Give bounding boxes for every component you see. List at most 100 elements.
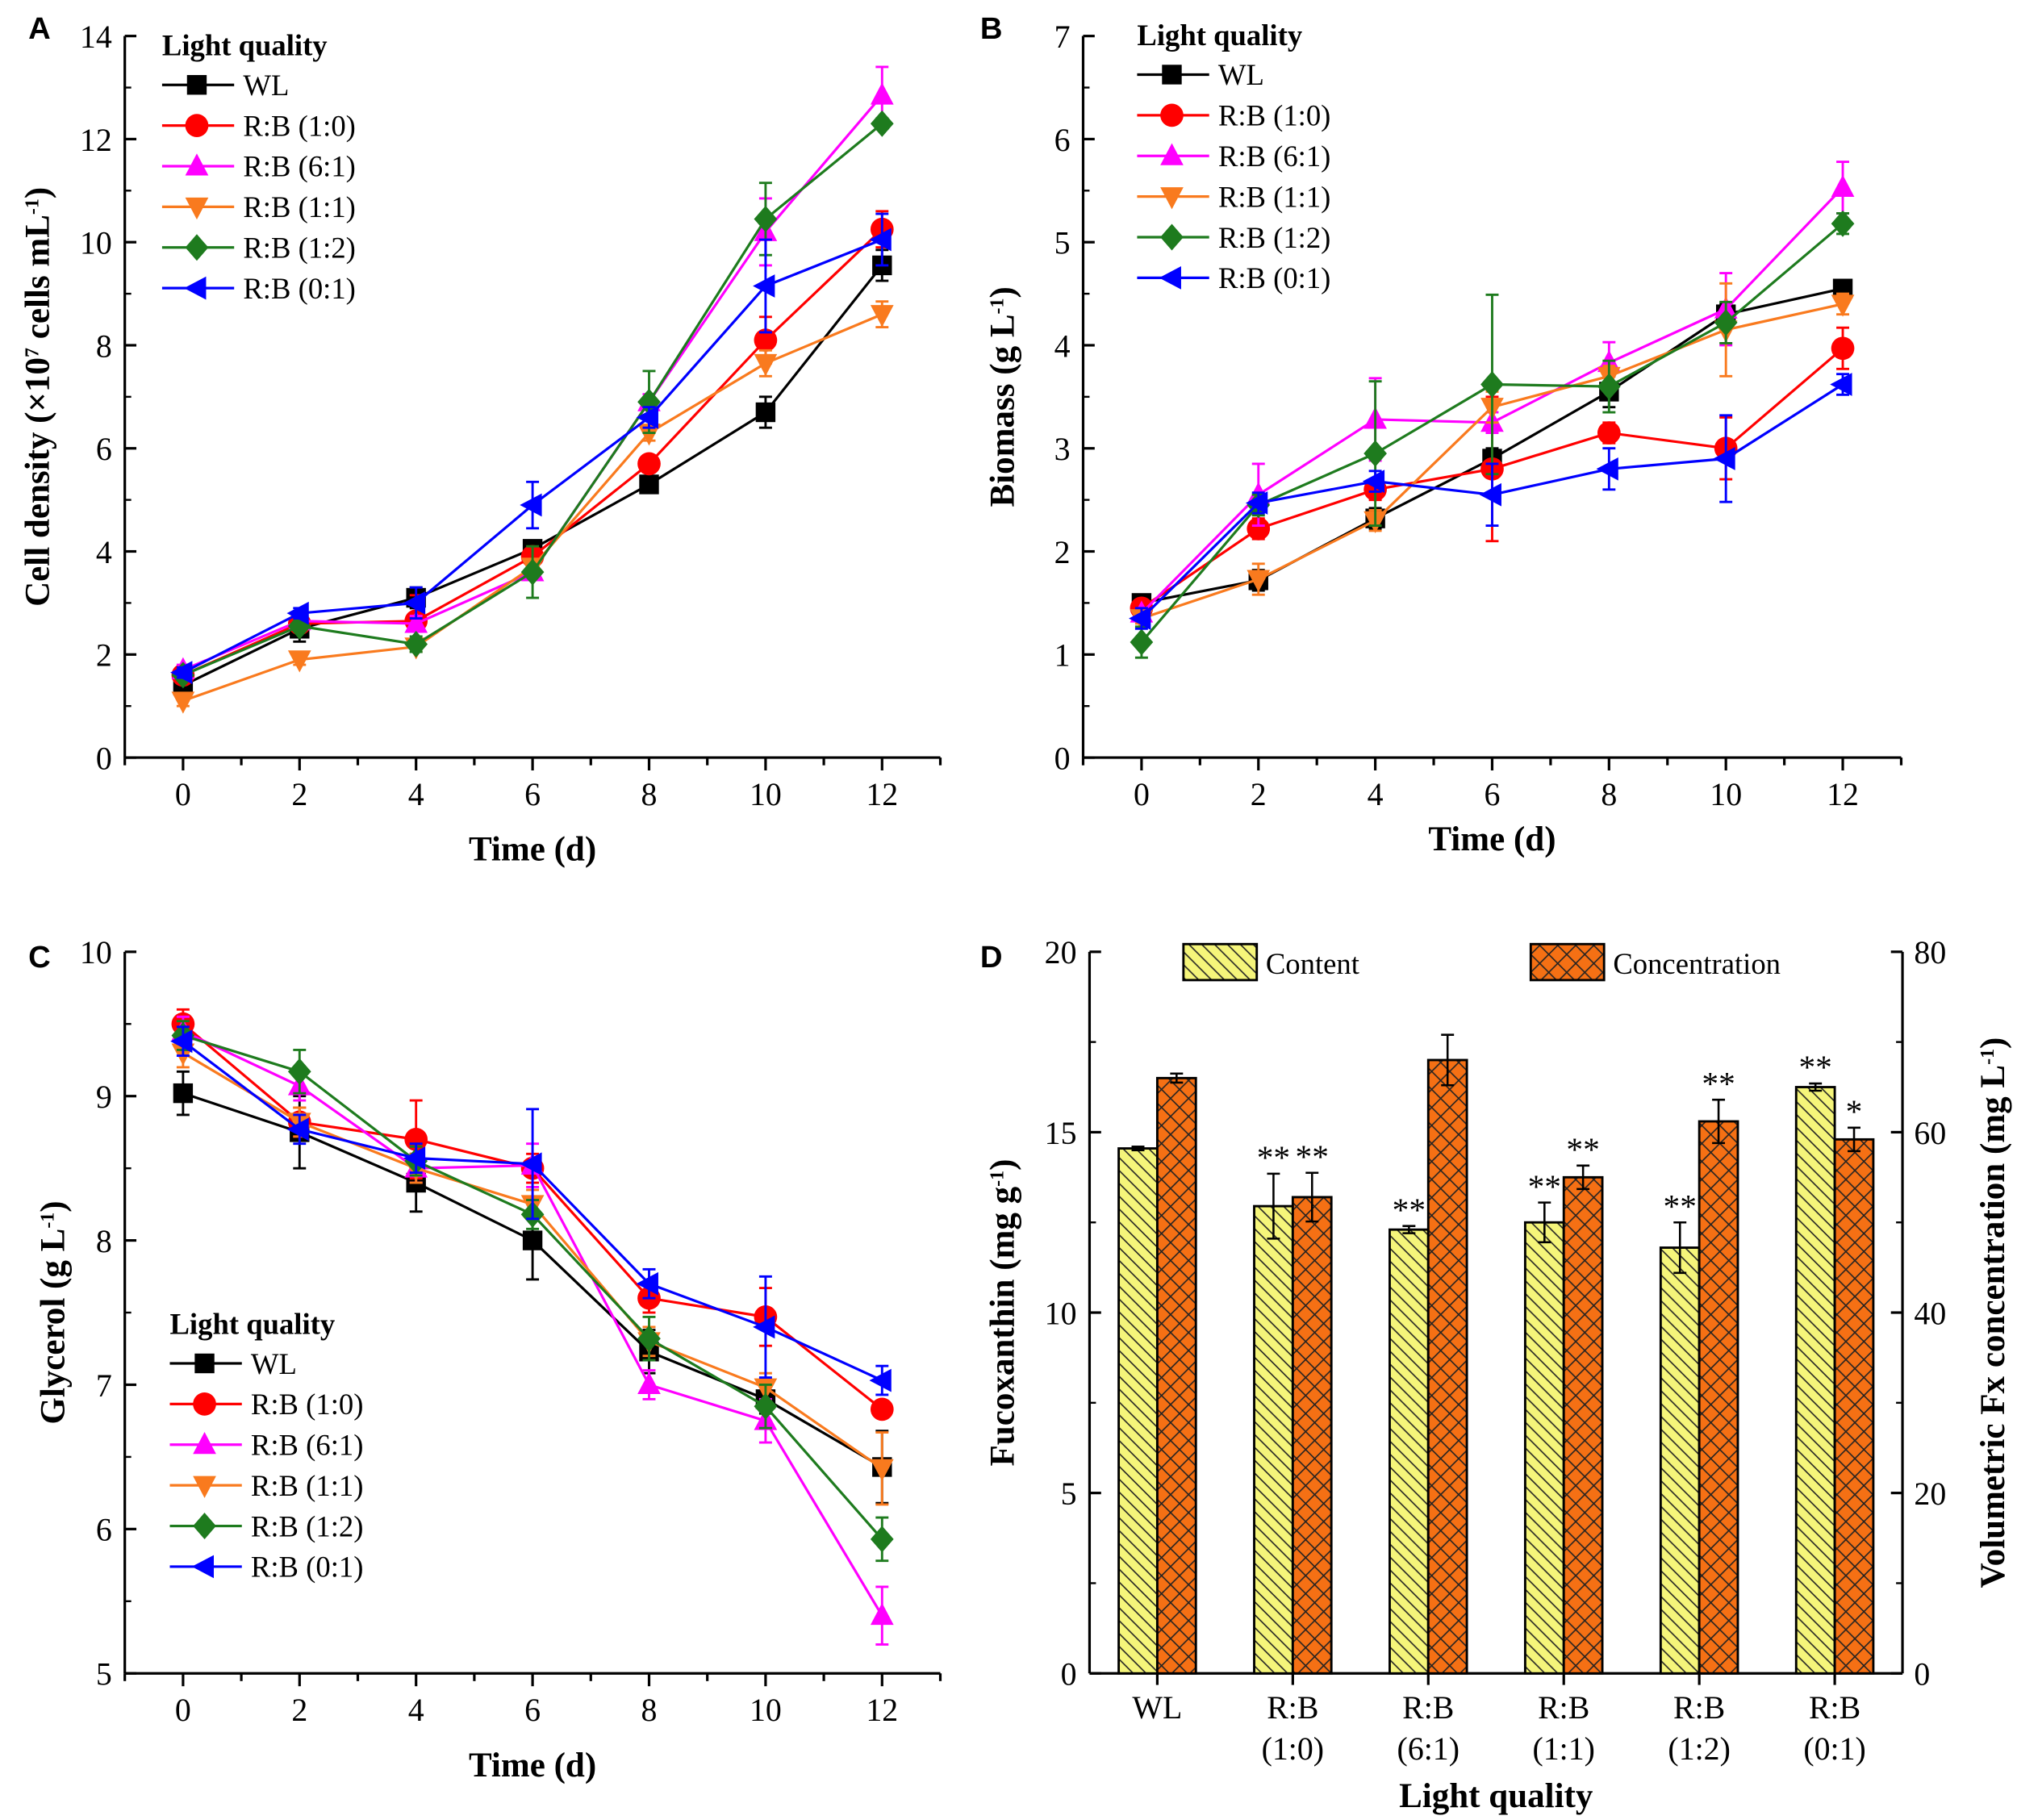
y-tick-label: 7 bbox=[1054, 19, 1071, 55]
marker-triangle-left bbox=[1129, 607, 1151, 630]
x-tick-label: 12 bbox=[866, 1692, 898, 1728]
bar-concentration bbox=[1426, 1058, 1468, 1675]
series-r-b-0-1- bbox=[1129, 373, 1852, 630]
legend-item: WL bbox=[169, 1347, 297, 1380]
x-axis-label: Time (d) bbox=[1428, 820, 1556, 858]
y-axis-label: Fucoxanthin (mg g-1) bbox=[983, 1159, 1021, 1467]
y-tick-label: 5 bbox=[1054, 225, 1071, 261]
marker-triangle-down bbox=[1247, 570, 1271, 592]
marker-diamond bbox=[1480, 371, 1504, 399]
marker-diamond bbox=[287, 1058, 311, 1085]
x-tick-label: R:B bbox=[1673, 1689, 1725, 1726]
y-tick-label: 1 bbox=[1054, 637, 1071, 674]
x-tick-label: 10 bbox=[750, 1692, 782, 1728]
x-tick-label: 10 bbox=[750, 776, 782, 812]
marker-triangle-left bbox=[1830, 373, 1852, 396]
marker-triangle-left bbox=[184, 276, 207, 300]
significance-label: ** bbox=[1702, 1065, 1735, 1102]
marker-circle bbox=[1160, 103, 1184, 127]
marker-diamond bbox=[870, 1526, 894, 1553]
legend-label: R:B (0:1) bbox=[1218, 261, 1331, 294]
superscript: -1 bbox=[1977, 1049, 1998, 1065]
x-tick-label: (1:1) bbox=[1532, 1730, 1594, 1767]
legend: Light quality WL R:B (1:0) R:B (6:1) R:B (1:… bbox=[1137, 19, 1330, 294]
x-axis-label: Time (d) bbox=[469, 831, 596, 869]
legend-label: Concentration bbox=[1613, 947, 1781, 980]
x-tick-label: 2 bbox=[291, 1692, 307, 1728]
x-tick-label: 12 bbox=[866, 776, 898, 812]
legend-label: R:B (1:2) bbox=[251, 1509, 364, 1542]
y-tick-label: 2 bbox=[96, 637, 112, 674]
superscript: 7 bbox=[23, 348, 44, 357]
x-tick-label: 4 bbox=[408, 776, 424, 812]
legend-label: R:B (1:0) bbox=[1218, 99, 1331, 132]
marker-diamond bbox=[1130, 628, 1154, 656]
panel-a: A 0 2 4 6 8 10 12 14 0 2 4 6 8 10 12 Time (d) Cell densit… bbox=[19, 11, 942, 869]
y-tick-label: 4 bbox=[96, 534, 112, 570]
y-tick-label: 10 bbox=[1045, 1295, 1077, 1331]
x-tick-label: 6 bbox=[1485, 776, 1501, 812]
y-tick-label: 12 bbox=[80, 122, 112, 158]
marker-triangle-down bbox=[287, 650, 311, 673]
marker-triangle-left bbox=[636, 406, 658, 429]
y-tick-label: 0 bbox=[1061, 1656, 1077, 1693]
legend-label: WL bbox=[1218, 58, 1264, 91]
x-tick-label: 0 bbox=[175, 1692, 191, 1728]
marker-triangle-left bbox=[1362, 470, 1385, 493]
legend-item: R:B (1:0) bbox=[161, 109, 356, 142]
legend: Light quality WL R:B (1:0) R:B (6:1) R:B (1:… bbox=[169, 1307, 364, 1584]
marker-triangle-down bbox=[754, 353, 778, 377]
y-tick-label: 7 bbox=[96, 1367, 112, 1404]
marker-circle bbox=[193, 1392, 216, 1416]
legend-label: R:B (0:1) bbox=[251, 1551, 364, 1584]
x-axis-label: Light quality bbox=[1399, 1777, 1593, 1815]
bar-content bbox=[1253, 1204, 1294, 1675]
y-tick-label: 5 bbox=[1061, 1476, 1077, 1512]
significance-label: ** bbox=[1566, 1130, 1599, 1167]
marker-triangle-up bbox=[1160, 143, 1184, 165]
x-tick-label: 0 bbox=[175, 776, 191, 812]
marker-diamond bbox=[1363, 440, 1387, 467]
marker-triangle-left bbox=[753, 1315, 775, 1339]
x-tick-label: 8 bbox=[1601, 776, 1617, 812]
marker-square bbox=[1162, 65, 1182, 85]
legend-label: WL bbox=[251, 1347, 297, 1380]
x-tick-label: 12 bbox=[1827, 776, 1859, 812]
x-tick-label: 2 bbox=[291, 776, 307, 812]
marker-square bbox=[522, 1230, 543, 1250]
x-tick-label: 4 bbox=[408, 1692, 424, 1728]
x-tick-label: R:B bbox=[1267, 1689, 1318, 1726]
legend-item: R:B (1:0) bbox=[169, 1388, 363, 1421]
label-part: cells mL bbox=[19, 215, 57, 348]
marker-triangle-left bbox=[286, 1117, 309, 1142]
marker-triangle-left bbox=[869, 1368, 892, 1392]
legend-item: WL bbox=[161, 69, 289, 102]
marker-triangle-left bbox=[403, 1146, 426, 1170]
legend-item: R:B (1:1) bbox=[169, 1469, 363, 1502]
x-tick-label: 8 bbox=[641, 776, 658, 812]
legend-label: WL bbox=[243, 69, 289, 102]
marker-circle bbox=[185, 114, 209, 137]
bar-concentration bbox=[1698, 1120, 1739, 1675]
label-part: ) bbox=[983, 286, 1021, 298]
y-tick-label: 4 bbox=[1054, 328, 1071, 364]
marker-triangle-up bbox=[185, 153, 209, 176]
bar-content bbox=[1117, 1147, 1159, 1675]
marker-triangle-down bbox=[637, 424, 661, 446]
legend-item: Content bbox=[1182, 942, 1359, 982]
superscript: -1 bbox=[987, 1171, 1008, 1187]
marker-circle bbox=[1831, 336, 1855, 361]
y-axis-label: Cell density (×107 cells mL-1) bbox=[19, 187, 57, 607]
label-part: Cell density (×10 bbox=[19, 357, 57, 607]
y2-tick-label: 20 bbox=[1914, 1476, 1946, 1512]
x-tick-label: (6:1) bbox=[1397, 1730, 1460, 1767]
marker-circle bbox=[754, 328, 778, 352]
significance-label: ** bbox=[1798, 1049, 1831, 1086]
marker-triangle-up bbox=[404, 611, 428, 633]
x-tick-label: WL bbox=[1132, 1689, 1182, 1726]
marker-diamond bbox=[404, 631, 428, 658]
y-axis-label: Biomass (g L-1) bbox=[983, 286, 1021, 507]
y-axis-label: Glycerol (g L-1) bbox=[35, 1200, 73, 1424]
panel-label: D bbox=[980, 940, 1003, 975]
